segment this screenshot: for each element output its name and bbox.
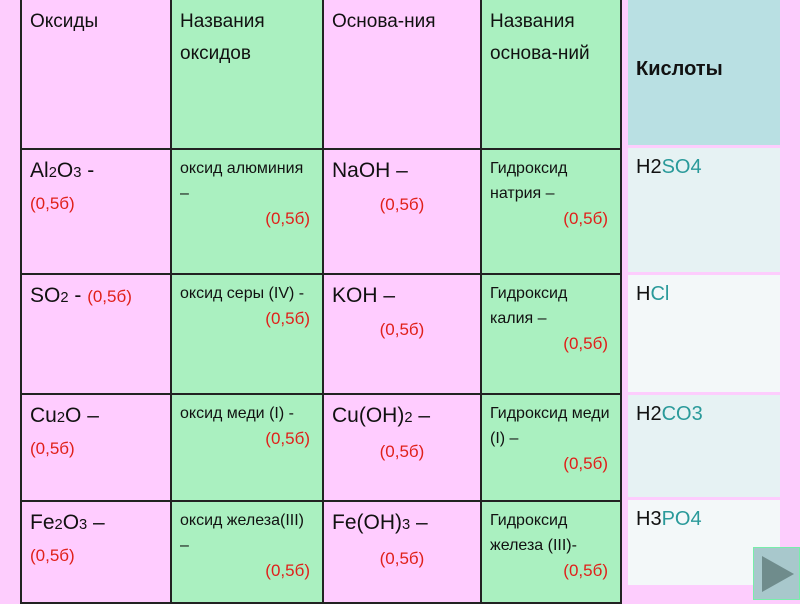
points-label: (0,5б) (30, 194, 75, 213)
formula-part: – (87, 511, 105, 534)
oxide-name-cell: оксид серы (IV) - (0,5б) (170, 273, 324, 395)
formula-part: O – (65, 404, 99, 427)
acid-cell: H2SO4 (628, 148, 780, 272)
base-name-cell: Гидроксид меди (I) – (0,5б) (480, 393, 622, 502)
acid-index: 2 (650, 403, 662, 425)
oxide-name-cell: оксид алюминия – (0,5б) (170, 148, 324, 275)
points-label: (0,5б) (379, 549, 425, 568)
formula-part: Fe(OH) (332, 511, 402, 534)
acid-residue: SO4 (661, 156, 702, 178)
formula-part: Fe (30, 511, 55, 534)
points-label: (0,5б) (30, 439, 75, 458)
base-cell: KOH – (0,5б) (322, 273, 482, 395)
points-label: (0,5б) (265, 309, 310, 328)
oxide-cell: Cu2O – (0,5б) (20, 393, 172, 502)
formula-part: Cu (30, 404, 57, 427)
points-label: (0,5б) (265, 209, 310, 228)
base-name-cell: Гидроксид калия – (0,5б) (480, 273, 622, 395)
acid-cell: H2CO3 (628, 395, 780, 497)
formula-part: 2 (404, 410, 413, 426)
header-text: Основа-ния (332, 11, 436, 32)
header-text: Оксиды (30, 11, 99, 32)
points-label: (0,5б) (379, 442, 425, 461)
formula-part: 2 (54, 517, 63, 533)
base-name: Гидроксид натрия – (490, 160, 568, 202)
formula-part: O (56, 159, 74, 182)
formula-part: Cu(OH) (332, 404, 405, 427)
points-label: (0,5б) (30, 546, 75, 565)
base-name: Гидроксид железа (III)- (490, 512, 577, 554)
formula-part: 3 (79, 517, 88, 533)
header-bases: Основа-ния (322, 0, 482, 150)
points-label: (0,5б) (265, 561, 310, 580)
oxide-cell: SO2 - (0,5б) (20, 273, 172, 395)
base-name-cell: Гидроксид железа (III)- (0,5б) (480, 500, 622, 604)
header-text: Названия основа-ний (490, 11, 590, 64)
formula-part: KOH – (332, 284, 396, 307)
points-label: (0,5б) (87, 287, 132, 306)
formula-part: – (410, 511, 428, 534)
formula-part: 3 (73, 165, 82, 181)
acid-index: 2 (650, 156, 662, 178)
header-oxide-names: Названия оксидов (170, 0, 324, 150)
next-slide-button[interactable] (753, 547, 800, 600)
formula-part: - (68, 284, 88, 307)
base-cell: Cu(OH)2 – (0,5б) (322, 393, 482, 502)
base-cell: NaOH – (0,5б) (322, 148, 482, 275)
formula-part: SO (30, 284, 61, 307)
points-label: (0,5б) (563, 561, 608, 580)
points-label: (0,5б) (563, 209, 608, 228)
oxide-cell: Al2O3 - (0,5б) (20, 148, 172, 275)
oxide-name-cell: оксид железа(III) – (0,5б) (170, 500, 324, 604)
acid-h: H (636, 156, 651, 178)
base-name-cell: Гидроксид натрия – (0,5б) (480, 148, 622, 275)
header-oxides: Оксиды (20, 0, 172, 150)
acid-cell: HCl (628, 275, 780, 392)
formula-part: 2 (56, 410, 66, 426)
base-name: Гидроксид калия – (490, 285, 568, 327)
formula-part: 2 (60, 290, 69, 306)
play-next-icon (762, 556, 794, 592)
header-text: Кислоты (636, 58, 723, 80)
acid-residue: Cl (650, 283, 670, 305)
formula-part: 2 (48, 165, 57, 181)
oxide-name: оксид железа(III) – (180, 512, 304, 554)
formula-part: Al (30, 159, 49, 182)
points-label: (0,5б) (379, 320, 425, 339)
formula-part: - (81, 159, 95, 182)
points-label: (0,5б) (265, 429, 310, 448)
points-label: (0,5б) (563, 454, 608, 473)
oxide-name: оксид серы (IV) - (180, 285, 305, 302)
formula-part: O (62, 511, 80, 534)
oxide-name: оксид алюминия – (180, 160, 304, 202)
oxide-name: оксид меди (I) - (180, 405, 294, 422)
points-label: (0,5б) (379, 195, 425, 214)
base-cell: Fe(OH)3 – (0,5б) (322, 500, 482, 604)
oxide-cell: Fe2O3 – (0,5б) (20, 500, 172, 604)
acid-h: H (636, 508, 651, 530)
header-text: Названия оксидов (180, 11, 265, 64)
formula-part: 3 (402, 517, 411, 533)
oxide-name-cell: оксид меди (I) - (0,5б) (170, 393, 324, 502)
base-name: Гидроксид меди (I) – (490, 405, 610, 447)
formula-part: NaOH – (332, 159, 408, 182)
acid-residue: PO4 (661, 508, 702, 530)
acid-h: H (636, 403, 651, 425)
header-base-names: Названия основа-ний (480, 0, 622, 150)
acid-h: H (636, 283, 651, 305)
header-acids: Кислоты (628, 0, 780, 145)
points-label: (0,5б) (563, 334, 608, 353)
acid-residue: CO3 (661, 403, 703, 425)
acid-index: 3 (650, 508, 662, 530)
formula-part: – (412, 404, 431, 427)
